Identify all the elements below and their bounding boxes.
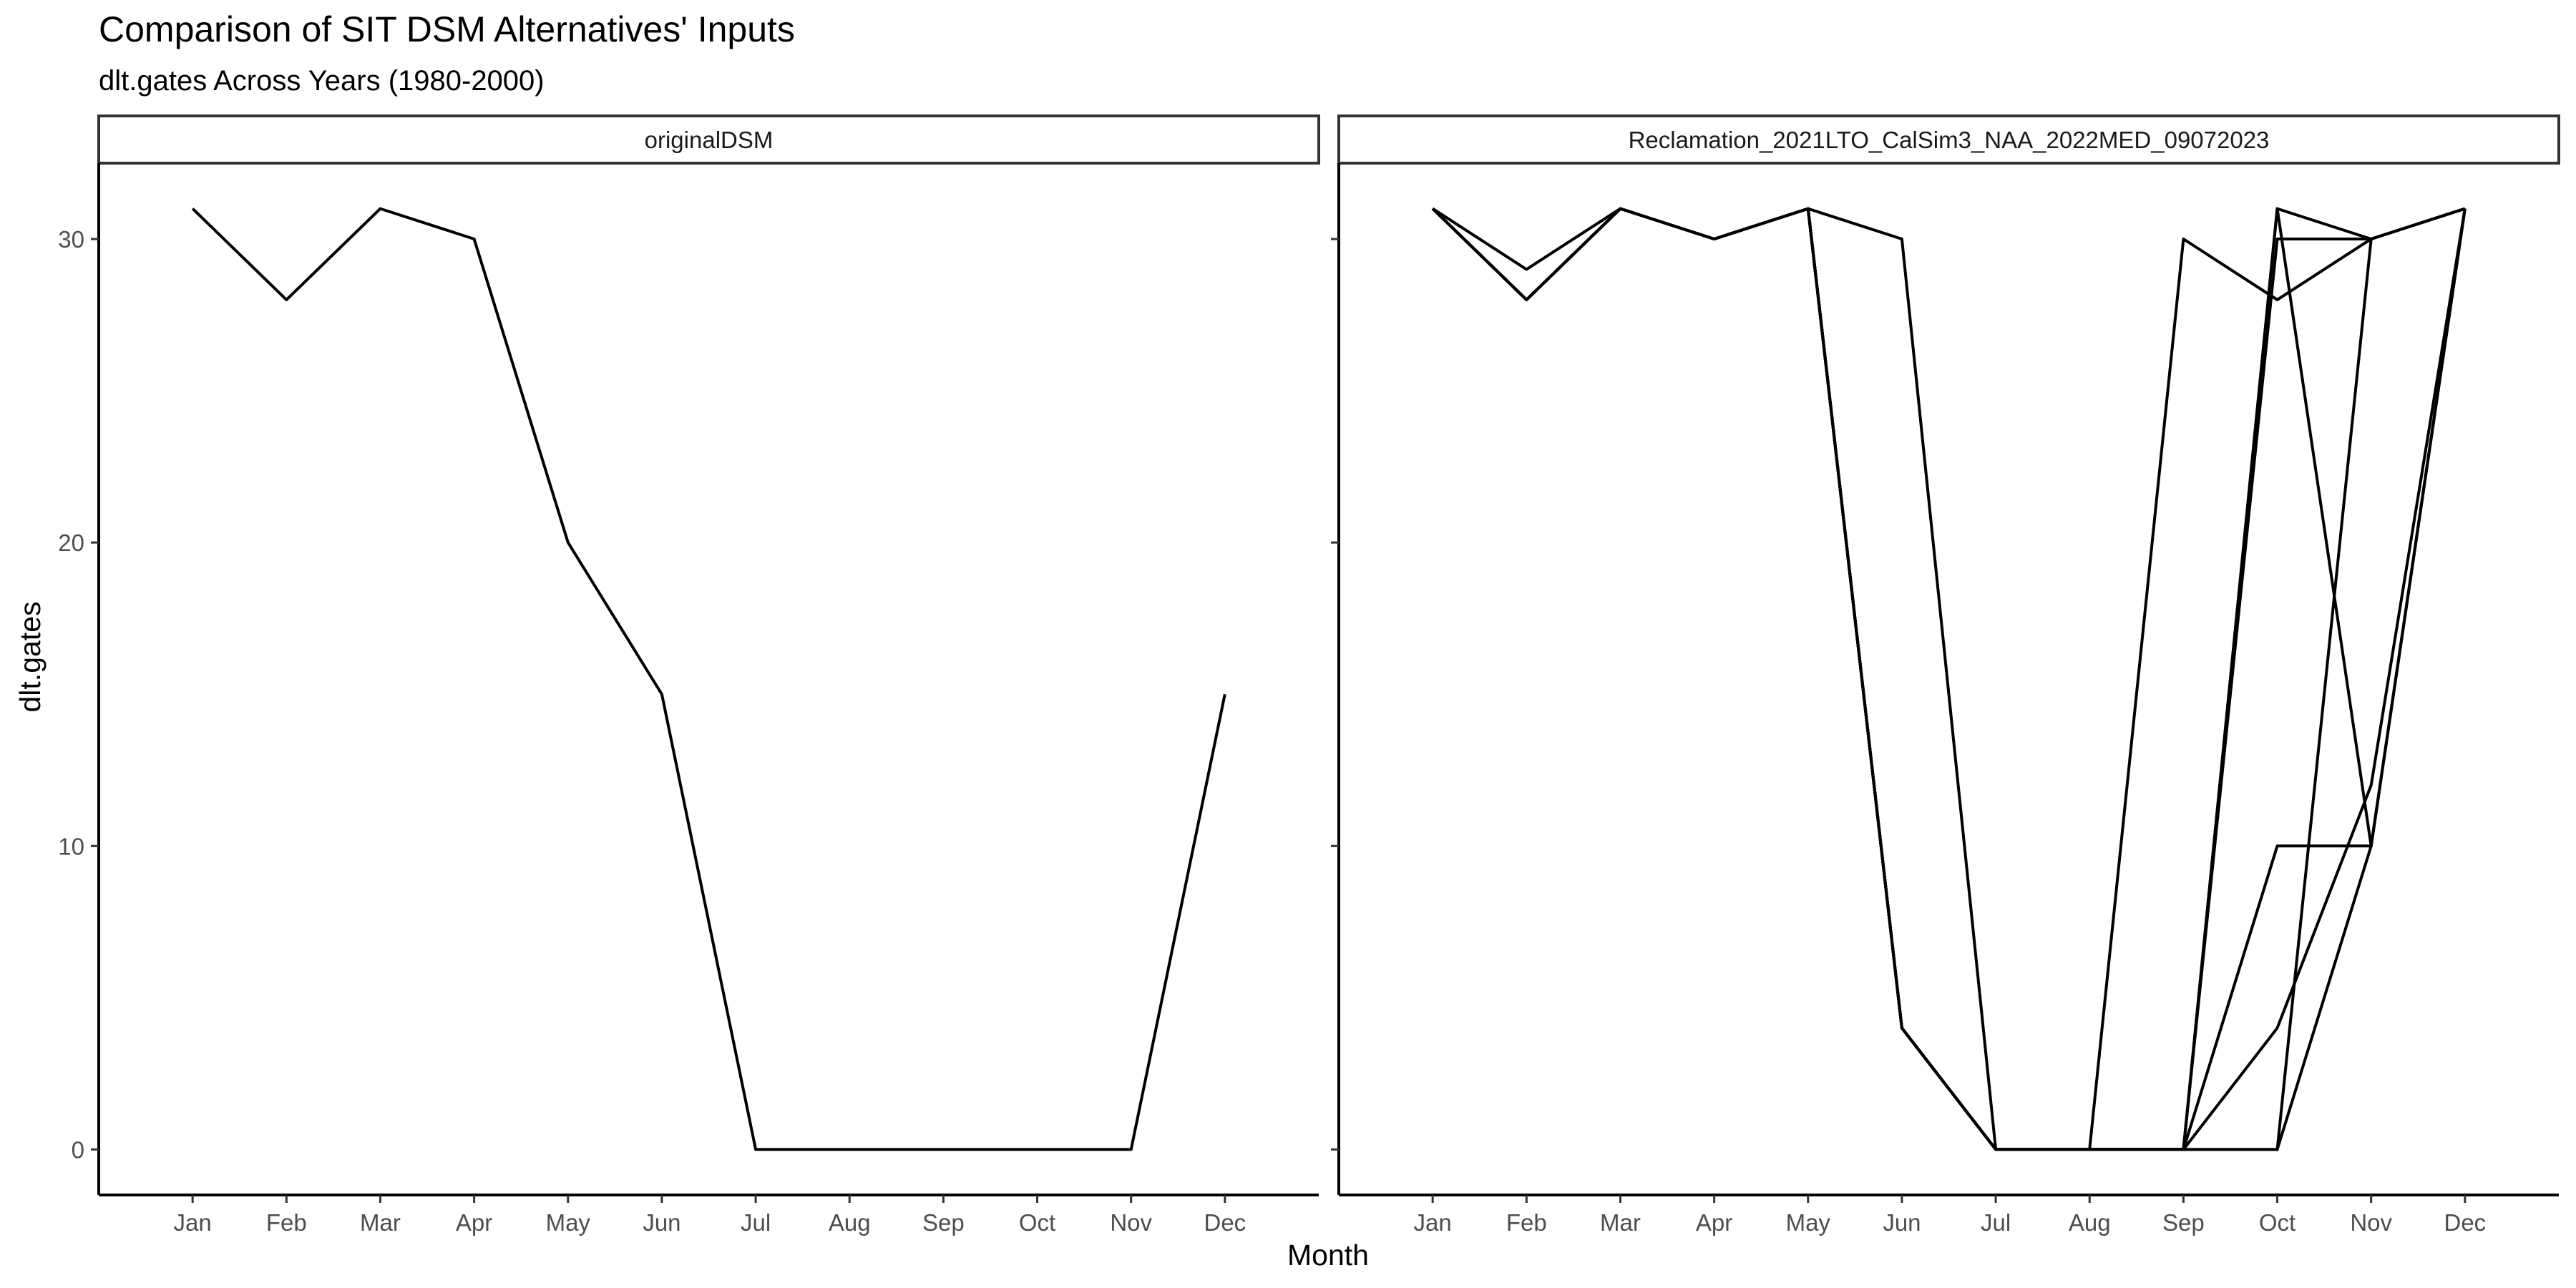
facet-panel: originalDSM 0 10 20 30 Jan Feb Mar Apr May Jun Jul A…: [58, 114, 1320, 1236]
x-tick-label: Dec: [1204, 1209, 1246, 1236]
facet-strip-label: originalDSM: [645, 127, 774, 153]
x-tick-label: Apr: [1696, 1209, 1732, 1236]
facet-strip-label: Reclamation_2021LTO_CalSim3_NAA_2022MED_…: [1629, 127, 2270, 153]
series-line: [1431, 207, 2466, 1151]
x-tick-label: Apr: [456, 1209, 492, 1236]
facet-panels: originalDSM 0 10 20 30 Jan Feb Mar Apr May Jun Jul A…: [58, 114, 2560, 1236]
x-tick-label: Mar: [360, 1209, 401, 1236]
facet-strip: [1337, 114, 2560, 165]
x-tick-label: Jul: [741, 1209, 771, 1236]
series-line: [191, 207, 1226, 1151]
chart-subtitle: dlt.gates Across Years (1980-2000): [99, 65, 545, 97]
facet-panel: Reclamation_2021LTO_CalSim3_NAA_2022MED_…: [1331, 114, 2560, 1236]
chart-title: Comparison of SIT DSM Alternatives' Inpu…: [99, 9, 795, 49]
facet-strip: [97, 114, 1320, 165]
x-tick-label: May: [546, 1209, 591, 1236]
x-tick-label: Jan: [174, 1209, 212, 1236]
x-tick-label: Sep: [922, 1209, 965, 1236]
x-axis-title: Month: [1287, 1239, 1369, 1272]
y-tick-label: 20: [58, 530, 84, 556]
x-tick-label: Nov: [1110, 1209, 1152, 1236]
series-line: [1431, 207, 2467, 1151]
series-line: [1431, 207, 2467, 1151]
x-tick-label: Sep: [2162, 1209, 2205, 1236]
x-tick-label: Feb: [1506, 1209, 1547, 1236]
y-axis-title: dlt.gates: [14, 602, 47, 713]
x-tick-label: Aug: [2069, 1209, 2111, 1236]
x-tick-label: May: [1786, 1209, 1831, 1236]
series-line: [1431, 207, 2467, 1151]
y-tick-label: 10: [58, 833, 84, 859]
series-line: [1431, 207, 2466, 1151]
x-tick-label: Oct: [1019, 1209, 1055, 1236]
series-line: [1431, 207, 2467, 1151]
x-tick-label: Jul: [1981, 1209, 2011, 1236]
x-tick-label: Feb: [266, 1209, 307, 1236]
x-tick-label: Nov: [2350, 1209, 2392, 1236]
x-tick-label: Jun: [1883, 1209, 1921, 1236]
x-tick-label: Oct: [2259, 1209, 2296, 1236]
x-tick-label: Aug: [829, 1209, 871, 1236]
x-tick-label: Mar: [1600, 1209, 1641, 1236]
x-tick-label: Jan: [1414, 1209, 1452, 1236]
x-tick-label: Jun: [643, 1209, 680, 1236]
series-line: [1431, 207, 2466, 1151]
x-tick-label: Dec: [2444, 1209, 2487, 1236]
y-tick-label: 30: [58, 226, 84, 253]
y-tick-label: 0: [72, 1136, 84, 1163]
series-line: [1432, 207, 2466, 1151]
